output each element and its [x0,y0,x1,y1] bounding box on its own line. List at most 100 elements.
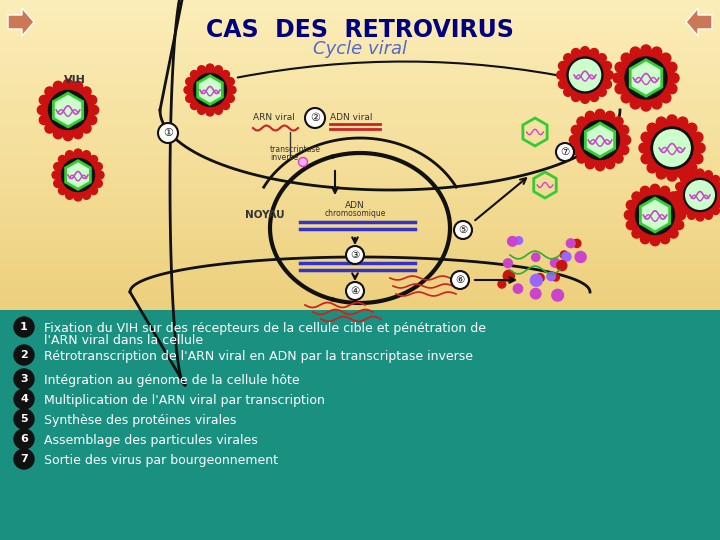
Circle shape [89,156,97,164]
Bar [0,15,720,16]
Circle shape [693,154,703,164]
Bar [0,228,720,229]
Circle shape [87,96,96,105]
Circle shape [654,130,690,166]
Bar [0,154,720,155]
Bar [0,265,720,266]
Circle shape [688,171,696,179]
Circle shape [669,192,678,201]
Circle shape [571,125,580,135]
Bar [0,109,720,110]
Circle shape [621,53,631,63]
Bar [0,23,720,24]
Bar [0,66,720,67]
Bar [0,160,720,161]
Bar [0,110,720,111]
Bar [0,29,720,30]
Text: ③: ③ [351,250,359,260]
Bar [0,57,720,58]
Circle shape [640,234,649,244]
Bar [0,152,720,153]
Bar [0,70,720,71]
Circle shape [14,429,34,449]
Bar [0,149,720,150]
Circle shape [228,86,236,94]
Circle shape [567,57,603,93]
Bar [0,251,720,252]
Bar [0,252,720,253]
Bar [0,121,720,122]
Bar [0,234,720,235]
Circle shape [704,211,712,219]
Bar [0,282,720,283]
Text: chromosomique: chromosomique [324,208,386,218]
Bar [0,56,720,57]
Bar [0,306,720,307]
Bar [0,135,720,136]
Bar [0,260,720,261]
Bar [0,204,720,205]
Bar [0,125,720,126]
Bar [0,95,720,96]
Circle shape [551,258,559,267]
Circle shape [14,389,34,409]
Bar [0,216,720,217]
Circle shape [58,156,66,164]
Text: Fixation du VIH sur des récepteurs de la cellule cible et pénétration de: Fixation du VIH sur des récepteurs de la… [44,322,486,335]
Circle shape [580,94,590,103]
Circle shape [54,163,62,171]
Bar [0,6,720,7]
Bar [0,8,720,9]
Bar [0,255,720,256]
Bar [0,85,720,86]
Circle shape [606,111,615,120]
Text: Synthèse des protéines virales: Synthèse des protéines virales [44,414,236,427]
Text: transcriptase: transcriptase [270,145,321,154]
Text: Cycle viral: Cycle viral [313,40,407,58]
Circle shape [676,210,685,220]
Circle shape [711,176,719,184]
Bar [0,101,720,102]
Circle shape [595,161,605,171]
Text: ④: ④ [351,286,359,296]
Circle shape [531,253,540,261]
Bar [0,220,720,221]
Circle shape [557,261,567,271]
Bar [0,281,720,282]
Circle shape [619,125,629,135]
Bar [0,293,720,294]
Circle shape [640,186,649,195]
Circle shape [606,159,615,168]
Bar [0,102,720,103]
Bar [0,153,720,154]
Bar [0,34,720,35]
Bar [0,105,720,106]
Bar [0,74,720,75]
Bar [0,67,720,68]
Circle shape [299,158,307,166]
Circle shape [625,57,667,99]
Bar [0,118,720,119]
Bar [0,127,720,128]
Circle shape [650,237,660,246]
Text: Intégration au génome de la cellule hôte: Intégration au génome de la cellule hôte [44,374,300,387]
Bar [0,48,720,49]
Circle shape [197,66,205,73]
Bar [0,275,720,276]
Circle shape [206,64,214,72]
Bar [0,175,720,176]
Bar [0,264,720,265]
Bar [0,177,720,178]
Circle shape [215,106,222,114]
Bar [0,283,720,284]
Text: Sortie des virus par bourgeonnement: Sortie des virus par bourgeonnement [44,454,278,467]
Circle shape [644,120,700,176]
Bar [0,63,720,64]
Bar [0,213,720,214]
Bar [0,225,720,226]
Circle shape [613,154,623,163]
Bar [0,229,720,230]
Bar [0,304,720,305]
Bar [0,248,720,249]
Bar [0,42,720,43]
